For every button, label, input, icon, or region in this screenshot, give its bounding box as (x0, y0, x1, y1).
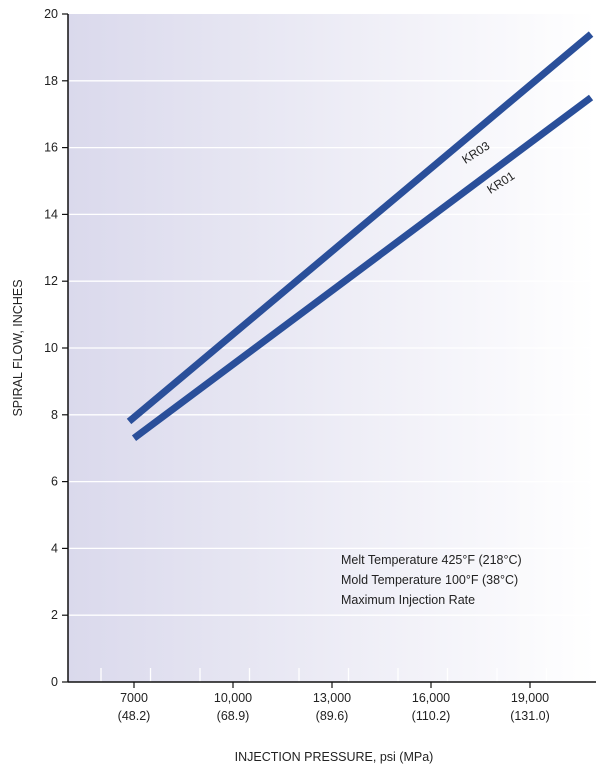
x-tick-label: 16,000 (412, 691, 450, 705)
y-axis-label: SPIRAL FLOW, INCHES (11, 279, 25, 416)
y-tick-label: 0 (51, 675, 58, 689)
series-line-kr01 (131, 94, 594, 441)
x-tick-label-mpa: (89.6) (316, 709, 349, 723)
annotation-injection-rate: Maximum Injection Rate (341, 593, 475, 607)
x-tick-label: 10,000 (214, 691, 252, 705)
x-tick-label-mpa: (131.0) (510, 709, 550, 723)
x-tick-label: 13,000 (313, 691, 351, 705)
annotation-melt-temperature: Melt Temperature 425°F (218°C) (341, 553, 522, 567)
grid (68, 80, 596, 616)
x-tick-label: 7000 (120, 691, 148, 705)
y-tick-label: 6 (51, 475, 58, 489)
y-tick-label: 18 (44, 74, 58, 88)
y-tick-label: 2 (51, 608, 58, 622)
annotation-mold-temperature: Mold Temperature 100°F (38°C) (341, 573, 518, 587)
y-tick-label: 12 (44, 274, 58, 288)
x-tick-label: 19,000 (511, 691, 549, 705)
y-tick-label: 8 (51, 408, 58, 422)
x-axis-label: INJECTION PRESSURE, psi (MPa) (235, 750, 434, 764)
y-tick-label: 20 (44, 7, 58, 21)
y-tick-label: 14 (44, 207, 58, 221)
y-tick-labels: 0 2 4 6 8 10 12 14 16 18 20 (44, 7, 68, 689)
x-tick-label-mpa: (68.9) (217, 709, 250, 723)
y-tick-label: 4 (51, 541, 58, 555)
x-minor-ticks (100, 668, 548, 682)
y-tick-label: 16 (44, 141, 58, 155)
y-tick-label: 10 (44, 341, 58, 355)
series-line-kr03 (126, 31, 594, 425)
series-lines (126, 31, 594, 441)
x-tick-label-mpa: (110.2) (412, 709, 451, 723)
x-tick-labels: 7000 (48.2) 10,000 (68.9) 13,000 (89.6) 16,000… (118, 682, 550, 723)
x-tick-label-mpa: (48.2) (118, 709, 151, 723)
